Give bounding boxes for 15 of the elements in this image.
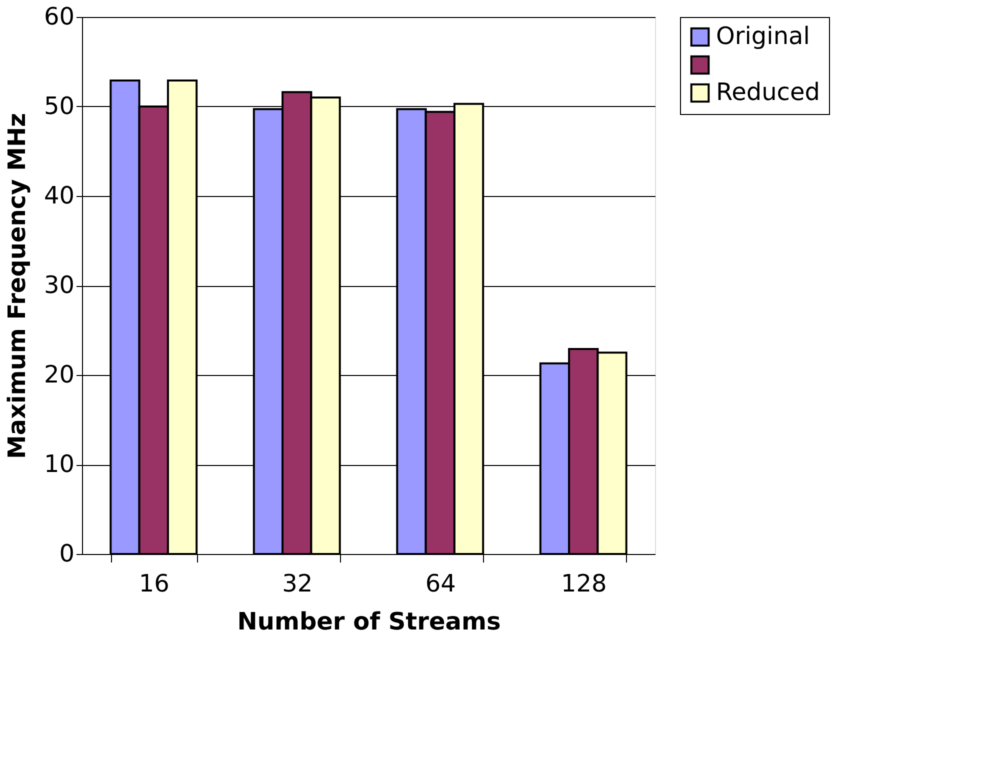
y-tick-label: 0 [59,540,74,568]
y-tick-label: 10 [44,450,74,478]
x-axis-title: Number of Streams [237,608,501,636]
legend-label: Reduced [716,78,820,106]
y-tick-label: 50 [44,92,74,120]
y-tick-label: 60 [44,2,74,30]
y-tick-label: 40 [44,182,74,210]
x-tick-label: 64 [425,570,456,598]
x-tick-label: 16 [138,570,170,598]
x-tick-label: 128 [560,570,607,598]
legend-label: Original [716,22,810,50]
x-tick-label: 32 [282,570,313,598]
y-axis-title: Maximum Frequency MHz [2,112,31,460]
y-tick-label: 20 [44,360,74,388]
y-tick-label: 30 [44,271,74,299]
